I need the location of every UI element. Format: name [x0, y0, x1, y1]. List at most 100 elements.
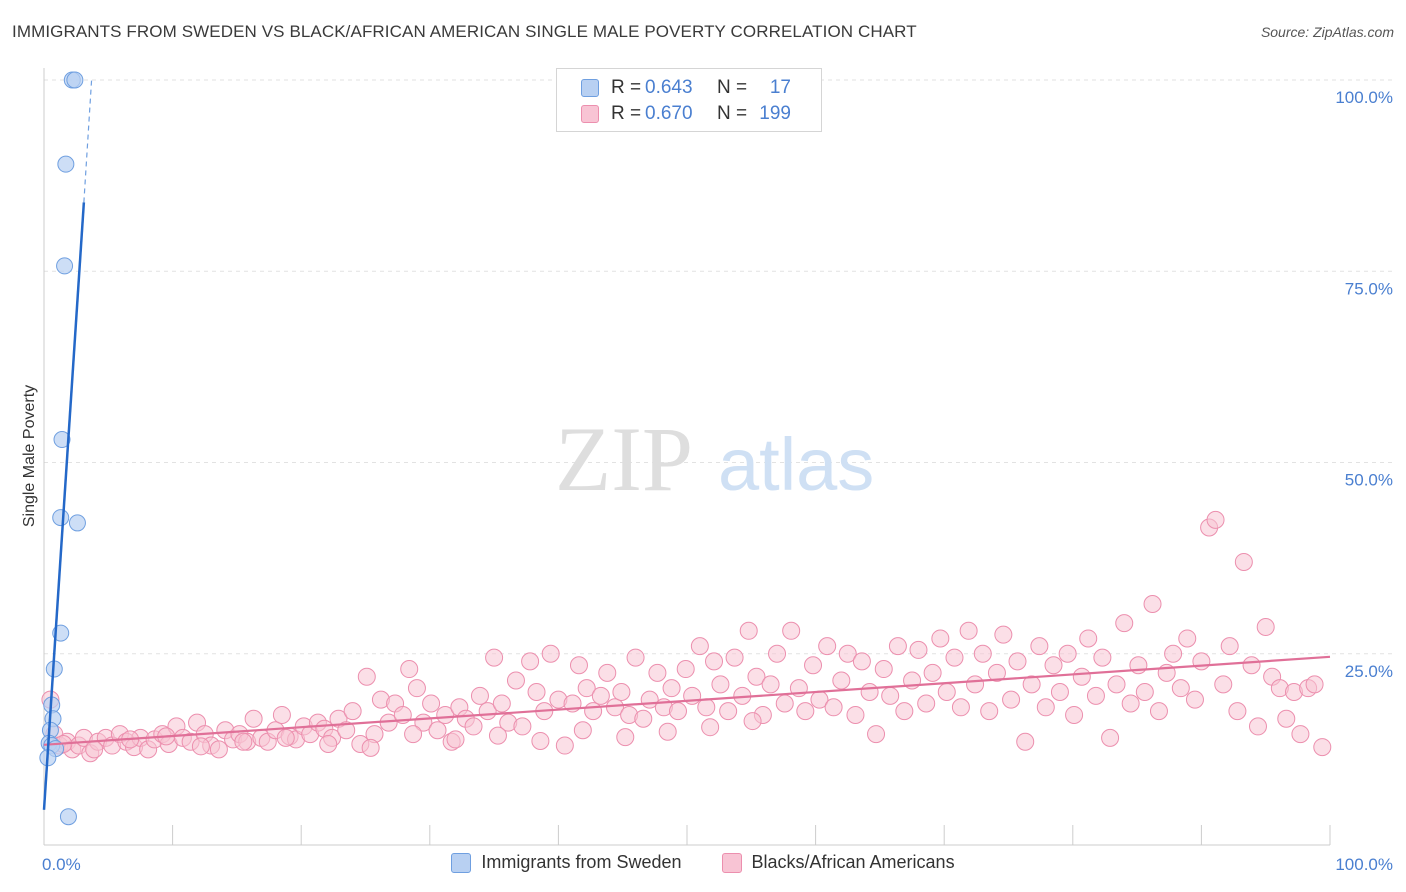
data-point-black [796, 702, 815, 721]
data-point-black [584, 702, 603, 721]
data-point-black [361, 738, 380, 757]
legend-label-sweden: Immigrants from Sweden [481, 852, 682, 872]
data-point-black [573, 721, 592, 740]
y-tick-label: 75.0% [1345, 279, 1393, 298]
data-point-black [888, 637, 907, 656]
series-legend: Immigrants from Sweden Blacks/African Am… [0, 852, 1406, 873]
watermark-zip: ZIP [555, 408, 693, 510]
data-point-black [973, 644, 992, 663]
data-point-black [980, 702, 999, 721]
data-point-black [824, 698, 843, 717]
data-point-black [1065, 705, 1084, 724]
data-point-sweden [68, 514, 86, 532]
data-point-black [464, 717, 483, 736]
data-point-black [676, 660, 695, 679]
x-tick-label: 0.0% [42, 855, 81, 874]
legend-n-value: 199 [759, 103, 791, 124]
trend-line-sweden [42, 202, 86, 810]
data-point-black [719, 702, 738, 721]
data-point-black [945, 648, 964, 667]
data-point-black [874, 660, 893, 679]
legend-label-black: Blacks/African Americans [751, 852, 955, 872]
legend-swatch-blue [451, 852, 472, 873]
data-point-black [531, 731, 550, 750]
data-point-black [470, 686, 489, 705]
data-point-sweden [56, 257, 74, 275]
legend-row-black: R = 0.670 N = 199 [581, 101, 791, 127]
y-axis-title: Single Male Poverty [21, 385, 38, 527]
data-point-black [966, 675, 985, 694]
data-point-black [1220, 637, 1239, 656]
data-point-black [739, 621, 758, 640]
data-point-black [1101, 728, 1120, 747]
data-point-black [191, 737, 210, 756]
data-point-black [1008, 652, 1027, 671]
legend-r-value: 0.643 [645, 77, 693, 98]
data-point-black [209, 740, 228, 759]
legend-r-value: 0.670 [645, 103, 693, 124]
data-point-black [852, 652, 871, 671]
data-point-sweden [53, 431, 71, 449]
data-point-black [1072, 667, 1091, 686]
data-point-black [725, 648, 744, 667]
data-point-black [616, 728, 635, 747]
data-point-black [838, 644, 857, 663]
data-point-black [1086, 686, 1105, 705]
data-point-black [555, 736, 574, 755]
data-point-black [428, 721, 447, 740]
data-point-sweden [66, 71, 84, 89]
data-point-black [1256, 617, 1275, 636]
data-point-black [761, 675, 780, 694]
data-point-black [343, 702, 362, 721]
legend-n-value: 17 [769, 77, 791, 98]
data-point-black [1164, 644, 1183, 663]
data-point-black [591, 686, 610, 705]
data-point-black [521, 652, 540, 671]
data-point-black [931, 629, 950, 648]
legend-item-sweden[interactable]: Immigrants from Sweden [451, 852, 682, 873]
data-point-black [951, 698, 970, 717]
data-point-black [782, 621, 801, 640]
data-point-black [818, 637, 837, 656]
data-point-sweden [57, 155, 75, 173]
data-point-black [276, 728, 295, 747]
data-point-black [446, 730, 465, 749]
data-point-black [909, 640, 928, 659]
legend-n-label: N = [717, 77, 748, 98]
data-point-black [959, 621, 978, 640]
data-point-black [881, 686, 900, 705]
data-point-black [488, 726, 507, 745]
stats-legend: R = 0.643 N = 17 R = 0.670 N = 199 [556, 68, 822, 132]
data-point-black [937, 683, 956, 701]
data-point-black [1107, 675, 1126, 694]
legend-swatch-pink [721, 852, 742, 873]
legend-item-black[interactable]: Blacks/African Americans [721, 852, 955, 873]
data-point-black [626, 648, 645, 667]
data-point-sweden [52, 509, 70, 527]
data-point-black [1058, 644, 1077, 663]
data-point-black [832, 671, 851, 690]
trend-line-black [43, 655, 1331, 746]
data-point-black [1277, 709, 1296, 728]
data-point-black [404, 725, 423, 744]
x-tick-labels: 0.0% 100.0% [42, 855, 1393, 874]
data-point-black [1143, 595, 1162, 614]
legend-row-sweden: R = 0.643 N = 17 [581, 75, 791, 101]
chart-title: IMMIGRANTS FROM SWEDEN VS BLACK/AFRICAN … [12, 22, 917, 41]
data-point-black [1016, 732, 1035, 751]
data-point-black [1305, 675, 1324, 694]
data-point-black [1030, 637, 1049, 656]
data-point-black [917, 694, 936, 713]
data-point-black [860, 683, 879, 701]
data-point-black [705, 652, 724, 671]
legend-swatch-blue [581, 79, 599, 97]
source-label: Source: ZipAtlas.com [1260, 24, 1394, 40]
data-point-black [658, 722, 677, 741]
data-point-black [1022, 675, 1041, 694]
data-point-black [244, 709, 263, 728]
data-point-black [492, 694, 511, 713]
data-point-black [711, 675, 730, 694]
data-point-black [272, 705, 291, 724]
data-point-black [436, 705, 455, 724]
legend-n-label: N = [717, 103, 748, 124]
